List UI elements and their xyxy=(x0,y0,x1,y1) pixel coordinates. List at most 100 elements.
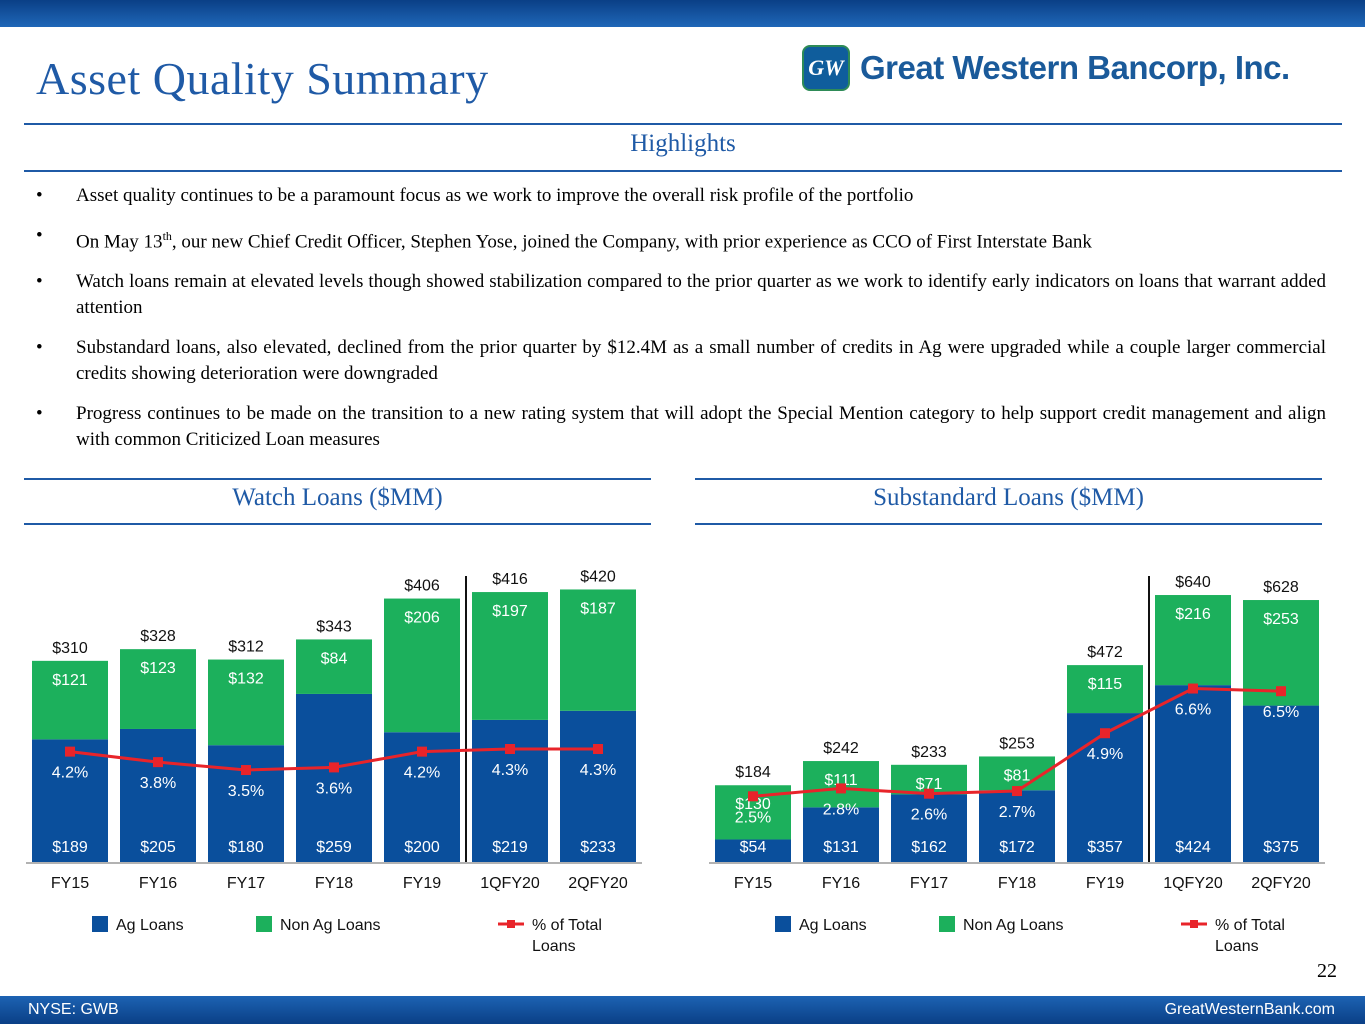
ag-loans-bar xyxy=(296,693,372,862)
pct-total-loans-marker xyxy=(1012,786,1022,797)
x-tick-label: FY18 xyxy=(315,875,353,892)
legend-pct-marker xyxy=(507,920,515,928)
legend-pct-label-line1: % of Total xyxy=(1215,917,1285,934)
bullet-item: • On May 13th, our new Chief Credit Offic… xyxy=(36,225,1092,253)
total-value-label: $406 xyxy=(404,578,440,595)
ag-loans-bar xyxy=(803,807,879,862)
x-tick-label: FY19 xyxy=(403,875,441,892)
substandard-chart-rule-top xyxy=(695,478,1322,480)
bullet-item: • Substandard loans, also elevated, decli… xyxy=(36,337,1326,385)
non-ag-loans-bar xyxy=(560,589,636,711)
pct-value-label: 6.6% xyxy=(1175,702,1211,719)
pct-total-loans-marker xyxy=(836,783,846,794)
ag-value-label: $259 xyxy=(316,839,352,856)
company-logo: GW Great Western Bancorp, Inc. xyxy=(802,44,1290,92)
bullet-item: • Progress continues to be made on the tr… xyxy=(36,403,1326,451)
x-tick-label: FY16 xyxy=(139,875,177,892)
non-ag-loans-bar xyxy=(1067,665,1143,714)
non-ag-value-label: $216 xyxy=(1175,606,1211,623)
pct-value-label: 3.5% xyxy=(228,783,264,800)
legend-non-ag-label: Non Ag Loans xyxy=(963,917,1064,934)
ag-value-label: $219 xyxy=(492,839,528,856)
non-ag-loans-bar xyxy=(384,598,460,733)
non-ag-value-label: $84 xyxy=(321,650,348,667)
ag-loans-bar xyxy=(891,794,967,862)
bullet-item: • Asset quality continues to be a paramou… xyxy=(36,185,914,206)
pct-total-loans-marker xyxy=(924,788,934,799)
x-tick-label: FY17 xyxy=(227,875,265,892)
total-value-label: $312 xyxy=(228,639,264,656)
ag-loans-bar xyxy=(208,745,284,862)
ag-loans-bar xyxy=(472,719,548,862)
top-banner xyxy=(0,0,1365,27)
pct-value-label: 4.3% xyxy=(580,762,616,779)
total-value-label: $242 xyxy=(823,740,859,757)
total-value-label: $328 xyxy=(140,628,176,645)
legend-non-ag-swatch xyxy=(939,916,955,932)
pct-value-label: 4.9% xyxy=(1087,746,1123,763)
substandard-chart-title: Substandard Loans ($MM) xyxy=(873,484,1144,511)
watch-chart-rule-top xyxy=(24,478,651,480)
pct-value-label: 2.5% xyxy=(735,809,771,826)
total-value-label: $628 xyxy=(1263,579,1299,596)
non-ag-value-label: $197 xyxy=(492,603,528,620)
legend-ag-swatch xyxy=(775,916,791,932)
pct-total-loans-marker xyxy=(748,791,758,802)
x-tick-label: 1QFY20 xyxy=(1163,875,1223,892)
footer-website: GreatWesternBank.com xyxy=(1164,1001,1335,1018)
non-ag-loans-bar xyxy=(296,639,372,694)
pct-total-loans-marker xyxy=(1276,686,1286,697)
pct-total-loans-marker xyxy=(241,765,251,776)
ag-value-label: $54 xyxy=(740,839,767,856)
pct-value-label: 6.5% xyxy=(1263,704,1299,721)
x-tick-label: 2QFY20 xyxy=(568,875,628,892)
substandard-chart-rule-bottom xyxy=(695,523,1322,525)
page-title: Asset Quality Summary xyxy=(36,53,489,104)
ag-value-label: $172 xyxy=(999,839,1035,856)
footer-banner: NYSE: GWB GreatWesternBank.com xyxy=(0,996,1365,1024)
pct-total-loans-marker xyxy=(329,762,339,773)
ag-value-label: $375 xyxy=(1263,839,1299,856)
pct-total-loans-marker xyxy=(1188,683,1198,694)
non-ag-loans-bar xyxy=(208,659,284,746)
bullet-item: • Watch loans remain at elevated levels t… xyxy=(36,271,1326,319)
highlights-list: • Asset quality continues to be a paramou… xyxy=(36,183,1326,467)
watch-chart-rule-bottom xyxy=(24,523,651,525)
pct-value-label: 3.6% xyxy=(316,780,352,797)
non-ag-loans-bar xyxy=(120,649,196,729)
ag-value-label: $200 xyxy=(404,839,440,856)
x-tick-label: FY16 xyxy=(822,875,860,892)
non-ag-value-label: $121 xyxy=(52,672,88,689)
pct-total-loans-marker xyxy=(505,743,515,754)
legend-non-ag-label: Non Ag Loans xyxy=(280,917,381,934)
ag-loans-bar xyxy=(715,839,791,862)
legend-pct-marker xyxy=(1190,920,1198,928)
x-tick-label: FY17 xyxy=(910,875,948,892)
pct-total-loans-marker xyxy=(65,746,75,757)
non-ag-value-label: $130 xyxy=(735,796,771,813)
x-tick-label: FY18 xyxy=(998,875,1036,892)
ag-loans-bar xyxy=(1155,685,1231,862)
legend-pct-label-line1: % of Total xyxy=(532,917,602,934)
non-ag-value-label: $81 xyxy=(1004,767,1031,784)
pct-value-label: 2.7% xyxy=(999,804,1035,821)
logo-text: Great Western Bancorp, Inc. xyxy=(860,49,1290,86)
ag-value-label: $189 xyxy=(52,839,88,856)
legend-pct-label-line2: Loans xyxy=(532,938,576,955)
non-ag-loans-bar xyxy=(472,592,548,720)
total-value-label: $233 xyxy=(911,744,947,761)
non-ag-value-label: $187 xyxy=(580,600,616,617)
ag-value-label: $233 xyxy=(580,839,616,856)
pct-value-label: 4.2% xyxy=(404,765,440,782)
pct-value-label: 2.6% xyxy=(911,807,947,824)
highlights-rule xyxy=(24,170,1342,172)
non-ag-value-label: $111 xyxy=(824,772,857,789)
watch-loans-chart: $189 $121 $310 FY15 $205 $123 $328 FY16 $180 $132… xyxy=(26,568,642,955)
pct-total-loans-marker xyxy=(153,757,163,768)
ag-value-label: $180 xyxy=(228,839,264,856)
ag-loans-bar xyxy=(32,739,108,862)
highlights-heading: Highlights xyxy=(630,130,736,157)
total-value-label: $343 xyxy=(316,618,352,635)
total-value-label: $184 xyxy=(735,764,771,781)
ag-loans-bar xyxy=(560,710,636,862)
